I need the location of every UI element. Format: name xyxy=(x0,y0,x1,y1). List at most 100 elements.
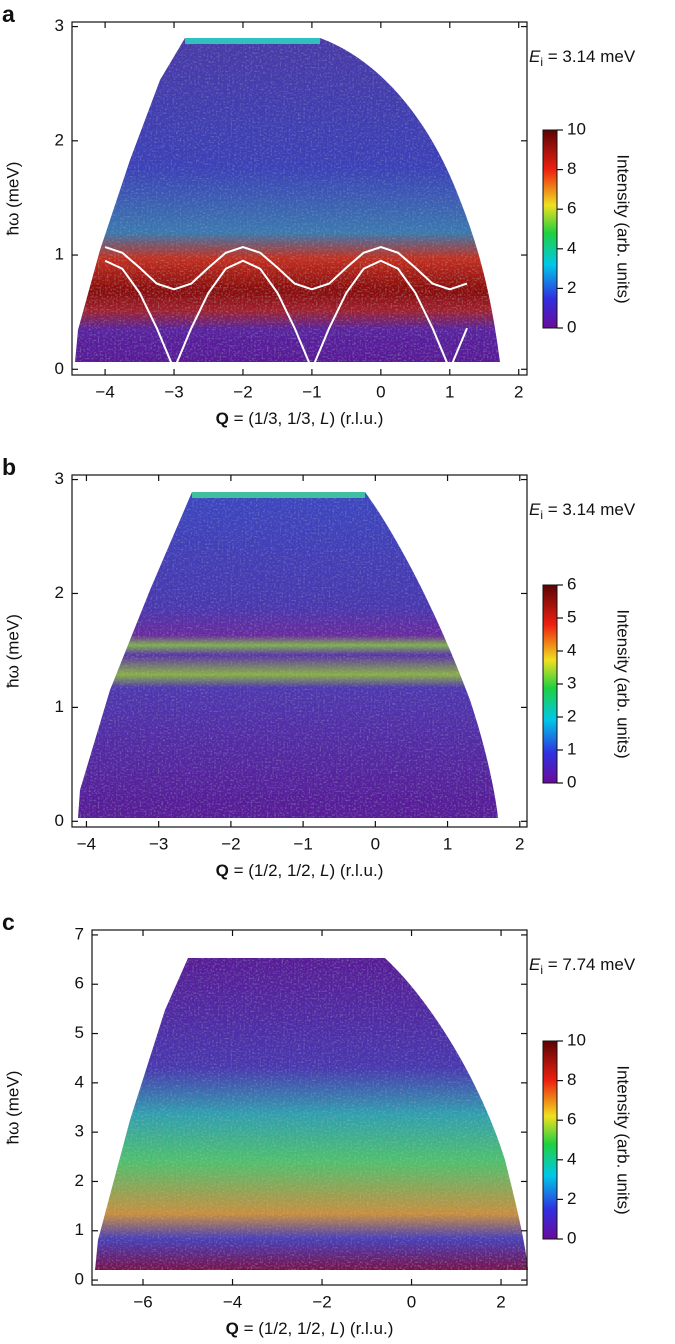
plot-frame xyxy=(71,474,528,828)
colorbar xyxy=(542,129,558,329)
x-label-text: = (1/2, 1/2, xyxy=(229,861,320,880)
y-tick-label: 2 xyxy=(75,1171,84,1190)
colorbar-tick-label: 8 xyxy=(567,1070,576,1089)
panel-label: b xyxy=(2,454,16,480)
x-tick-label: 2 xyxy=(515,834,524,853)
colorbar-tick-label: 1 xyxy=(567,739,576,758)
x-tick-label: −6 xyxy=(133,1292,152,1311)
colorbar-tick-label: 5 xyxy=(567,607,576,626)
colorbar xyxy=(542,1040,558,1240)
y-axis-label: ħω (meV) xyxy=(3,1071,22,1145)
y-tick-label: 5 xyxy=(75,1023,84,1042)
x-label-text: = (1/3, 1/3, xyxy=(229,409,320,428)
intensity-map xyxy=(95,958,528,1270)
annotation: Ei = 3.14 meV xyxy=(529,47,636,69)
x-tick-label: −3 xyxy=(149,834,168,853)
colorbar-tick-label: 4 xyxy=(567,640,576,659)
y-tick-label: 0 xyxy=(55,811,64,830)
colorbar-tick-label: 4 xyxy=(567,1149,576,1168)
y-tick-label: 1 xyxy=(75,1220,84,1239)
panel-b-map xyxy=(78,492,498,818)
x-tick-label: 0 xyxy=(376,382,385,401)
edge-band xyxy=(192,492,365,498)
colorbar-tick-label: 0 xyxy=(567,1228,576,1247)
x-tick-label: 0 xyxy=(407,1292,416,1311)
x-tick-label: −1 xyxy=(293,834,312,853)
x-tick-label: −2 xyxy=(221,834,240,853)
colorbar-tick-label: 6 xyxy=(567,574,576,593)
y-tick-label: 7 xyxy=(75,924,84,943)
colorbar-tick-label: 2 xyxy=(567,1189,576,1208)
x-label-symbol: Q xyxy=(226,1319,239,1338)
annotation-text: = 3.14 meV xyxy=(543,47,636,66)
colorbar-tick-label: 10 xyxy=(567,1030,586,1049)
x-tick-label: 0 xyxy=(371,834,380,853)
colorbar-tick-label: 3 xyxy=(567,673,576,692)
annotation: Ei = 7.74 meV xyxy=(529,955,636,977)
x-tick-label: −2 xyxy=(233,382,252,401)
plot-frame xyxy=(71,21,528,376)
annotation-text: = 3.14 meV xyxy=(543,500,636,519)
colorbar-label: Intensity (arb. units) xyxy=(614,609,633,758)
annotation-subscript: i xyxy=(540,963,543,977)
annotation-subscript: i xyxy=(540,55,543,69)
plot-frame xyxy=(91,929,528,1286)
x-tick-label: 1 xyxy=(445,382,454,401)
x-axis-label: Q = (1/2, 1/2, L) (r.l.u.) xyxy=(226,1319,394,1338)
colorbar-tick-label: 4 xyxy=(567,238,576,257)
x-label-suffix: ) (r.l.u.) xyxy=(330,409,384,428)
intensity-map xyxy=(75,38,500,362)
x-label-suffix: ) (r.l.u.) xyxy=(330,861,384,880)
y-tick-label: 3 xyxy=(55,16,64,35)
x-label-symbol: Q xyxy=(216,861,229,880)
panel-c-map xyxy=(95,958,528,1270)
edge-band xyxy=(185,38,320,44)
colorbar-label: Intensity (arb. units) xyxy=(614,154,633,303)
dispersion-curve xyxy=(104,245,468,291)
colorbar-tick-label: 6 xyxy=(567,1110,576,1129)
colorbar-tick-label: 10 xyxy=(567,119,586,138)
x-tick-label: −4 xyxy=(95,382,114,401)
y-axis-label: ħω (meV) xyxy=(3,614,22,688)
y-tick-label: 0 xyxy=(55,359,64,378)
panel-label: c xyxy=(2,909,15,935)
x-axis-label: Q = (1/2, 1/2, L) (r.l.u.) xyxy=(216,861,384,880)
y-tick-label: 1 xyxy=(55,697,64,716)
colorbar-tick-label: 6 xyxy=(567,199,576,218)
x-axis-label: Q = (1/3, 1/3, L) (r.l.u.) xyxy=(216,409,384,428)
x-tick-label: −2 xyxy=(312,1292,331,1311)
annotation-symbol: E xyxy=(529,500,541,519)
colorbar-label: Intensity (arb. units) xyxy=(614,1065,633,1214)
x-tick-label: 1 xyxy=(443,834,452,853)
y-tick-label: 4 xyxy=(75,1072,84,1091)
intensity-map xyxy=(78,492,498,818)
annotation-symbol: E xyxy=(529,955,541,974)
colorbar-tick-label: 2 xyxy=(567,278,576,297)
colorbar-tick-label: 8 xyxy=(567,159,576,178)
x-tick-label: 2 xyxy=(496,1292,505,1311)
x-tick-label: −1 xyxy=(302,382,321,401)
dispersion-curve xyxy=(104,259,468,372)
x-label-italic: L xyxy=(320,409,329,428)
annotation-text: = 7.74 meV xyxy=(543,955,636,974)
annotation-symbol: E xyxy=(529,47,541,66)
x-tick-label: −4 xyxy=(223,1292,242,1311)
y-tick-label: 3 xyxy=(75,1122,84,1141)
colorbar-tick-label: 2 xyxy=(567,706,576,725)
x-tick-label: −4 xyxy=(77,834,96,853)
x-label-text: = (1/2, 1/2, xyxy=(239,1319,330,1338)
panel-label: a xyxy=(2,1,15,27)
y-tick-label: 0 xyxy=(75,1270,84,1289)
y-tick-label: 2 xyxy=(55,130,64,149)
y-tick-label: 2 xyxy=(55,583,64,602)
y-tick-label: 3 xyxy=(55,469,64,488)
x-tick-label: 2 xyxy=(514,382,523,401)
y-axis-label: ħω (meV) xyxy=(3,162,22,236)
colorbar xyxy=(542,584,558,784)
x-tick-label: −3 xyxy=(164,382,183,401)
y-tick-label: 6 xyxy=(75,974,84,993)
x-label-italic: L xyxy=(330,1319,339,1338)
y-tick-label: 1 xyxy=(55,245,64,264)
panel-a-map xyxy=(75,38,500,362)
x-label-suffix: ) (r.l.u.) xyxy=(340,1319,394,1338)
